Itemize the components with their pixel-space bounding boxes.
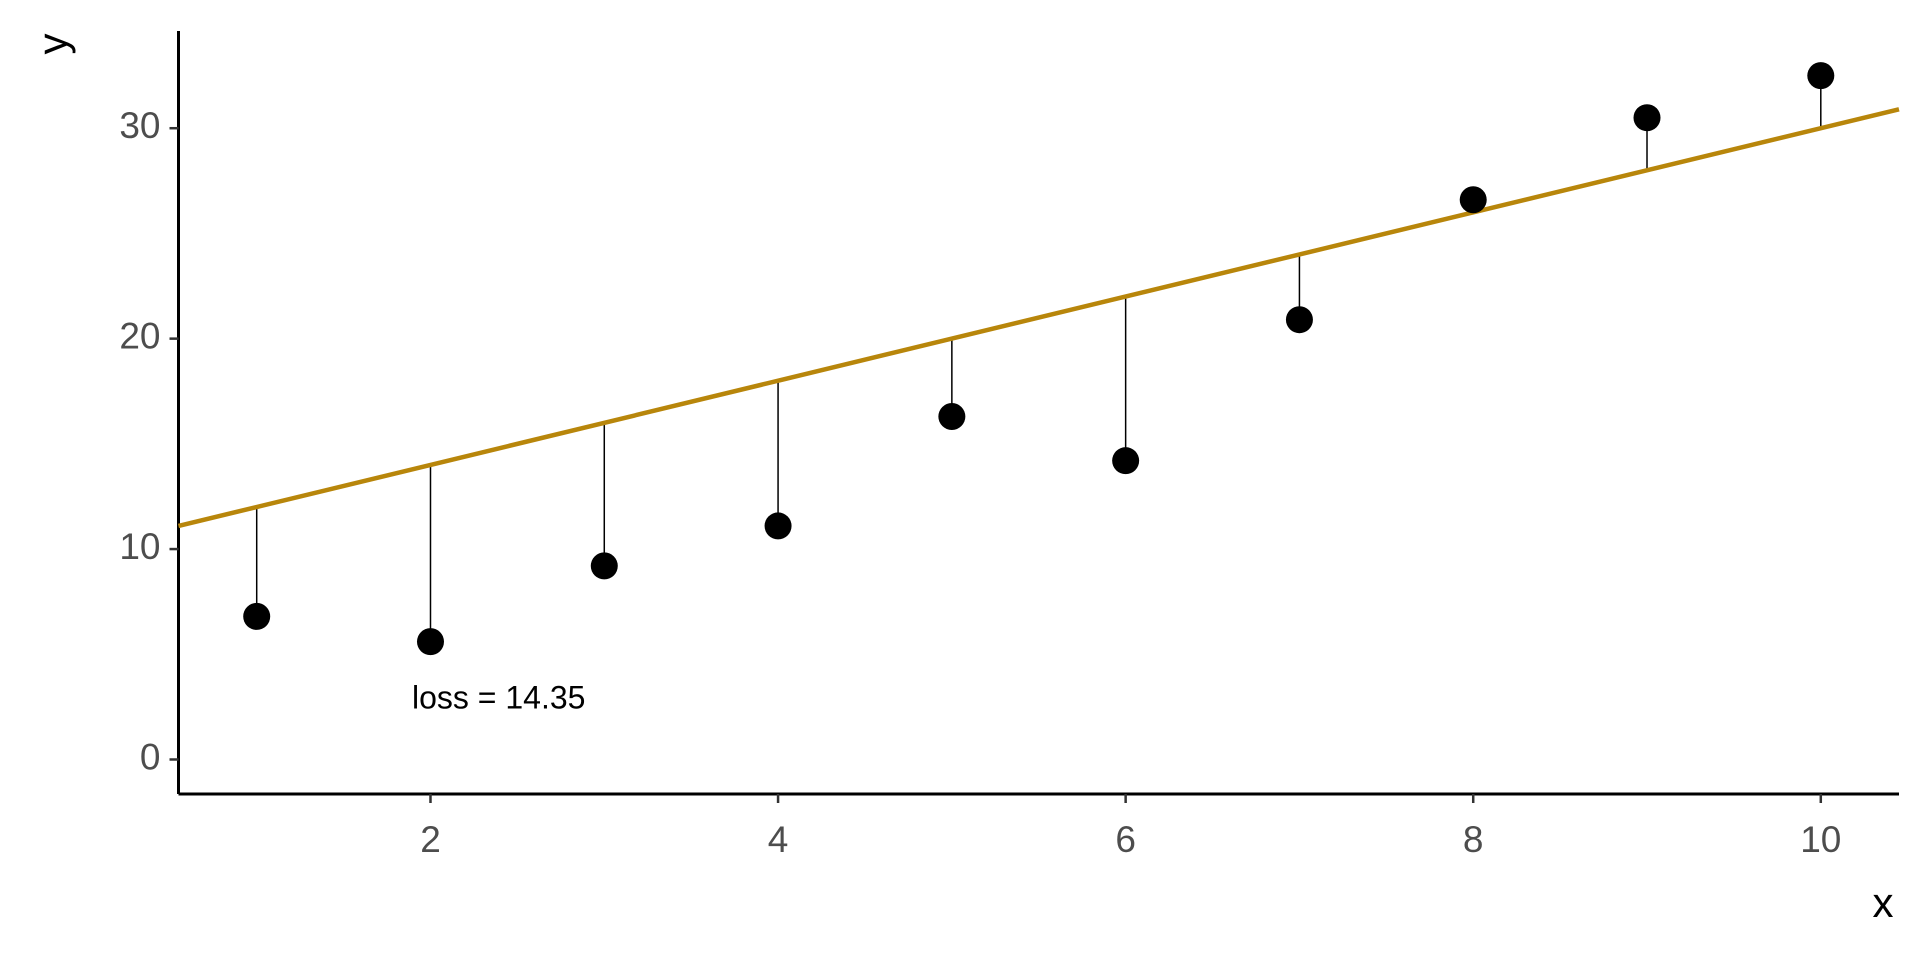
- fit-line: [177, 107, 1900, 529]
- x-tick-label: 4: [768, 819, 789, 860]
- x-tick-label: 10: [1800, 819, 1841, 860]
- point: [938, 402, 966, 430]
- y-tick-label: 0: [140, 736, 161, 777]
- y-tick-label: 10: [119, 526, 160, 567]
- y-tick-label: 30: [119, 105, 160, 146]
- point: [764, 512, 792, 540]
- point: [1112, 447, 1140, 475]
- annotation: loss = 14.35: [412, 679, 585, 715]
- x-axis-title: x: [1873, 879, 1894, 926]
- point: [1459, 186, 1487, 214]
- point: [243, 602, 271, 630]
- x-tick-label: 6: [1115, 819, 1136, 860]
- y-axis-title: y: [29, 34, 76, 55]
- point: [1285, 306, 1313, 334]
- point: [1633, 104, 1661, 132]
- y-tick-label: 20: [119, 315, 160, 356]
- x-tick-label: 2: [420, 819, 441, 860]
- x-tick-label: 8: [1463, 819, 1484, 860]
- point: [590, 552, 618, 580]
- point: [416, 628, 444, 656]
- point: [1807, 62, 1835, 90]
